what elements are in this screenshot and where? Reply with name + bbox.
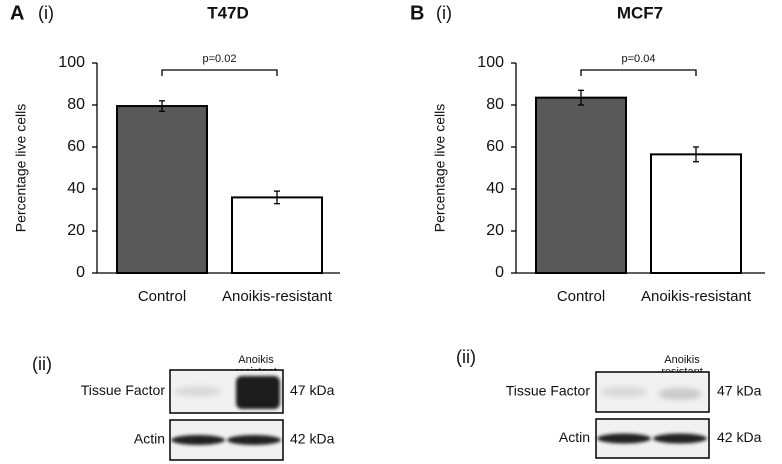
y-tick-label: 100: [477, 54, 504, 71]
y-tick-label: 60: [67, 138, 85, 155]
significance-bracket: [161, 69, 278, 76]
lane-label: Anoikis: [664, 354, 700, 366]
blot-size-label: 47 kDa: [290, 382, 335, 398]
blot-band: [236, 376, 280, 409]
y-tick-label: 0: [76, 264, 85, 281]
blot-band: [653, 433, 707, 444]
blot-band: [174, 386, 222, 397]
p-value: p=0.02: [203, 53, 237, 65]
subpanel-label: (i): [38, 3, 54, 23]
blot-size-label: 42 kDa: [290, 431, 335, 447]
y-axis-label: Percentage live cells: [432, 104, 448, 232]
subpanel-label: (i): [436, 3, 452, 23]
bar: [535, 96, 627, 275]
p-value: p=0.04: [622, 53, 656, 65]
y-tick-label: 80: [486, 96, 504, 113]
bar: [116, 105, 208, 274]
subpanel-label: (ii): [456, 347, 476, 367]
blot-size-label: 47 kDa: [717, 383, 762, 399]
bar: [231, 196, 323, 274]
y-tick-label: 20: [67, 222, 85, 239]
significance-bracket: [580, 69, 697, 76]
chart-title: T47D: [207, 3, 249, 22]
y-tick-label: 80: [67, 96, 85, 113]
y-tick-label: 40: [67, 180, 85, 197]
x-tick-label: Control: [557, 288, 605, 305]
blot-band: [597, 433, 651, 444]
blot-row-label: Actin: [134, 431, 165, 447]
blot-size-label: 42 kDa: [717, 429, 762, 445]
blot-band: [227, 435, 281, 445]
blot-row-label: Tissue Factor: [506, 383, 591, 399]
panel-letter: B: [410, 2, 424, 24]
blot-row-label: Actin: [559, 429, 590, 445]
y-tick-label: 100: [58, 54, 85, 71]
error-bar: [159, 100, 165, 112]
blot-band: [658, 388, 702, 400]
blot-band: [600, 387, 648, 397]
x-tick-label: Anoikis-resistant: [641, 288, 752, 305]
blot-band: [171, 435, 225, 445]
y-tick-label: 20: [486, 222, 504, 239]
error-bar: [693, 146, 699, 163]
y-tick-label: 0: [495, 264, 504, 281]
error-bar: [274, 190, 280, 205]
lane-label: Anoikis: [238, 354, 274, 366]
panel-letter: A: [10, 2, 24, 24]
chart-title: MCF7: [617, 3, 663, 22]
bar: [650, 153, 742, 275]
y-tick-label: 40: [486, 180, 504, 197]
error-bar: [578, 89, 584, 106]
x-tick-label: Anoikis-resistant: [222, 288, 333, 305]
x-tick-label: Control: [138, 288, 186, 305]
y-axis-label: Percentage live cells: [13, 104, 29, 232]
subpanel-label: (ii): [32, 354, 52, 374]
y-tick-label: 60: [486, 138, 504, 155]
blot-row-label: Tissue Factor: [81, 382, 166, 398]
